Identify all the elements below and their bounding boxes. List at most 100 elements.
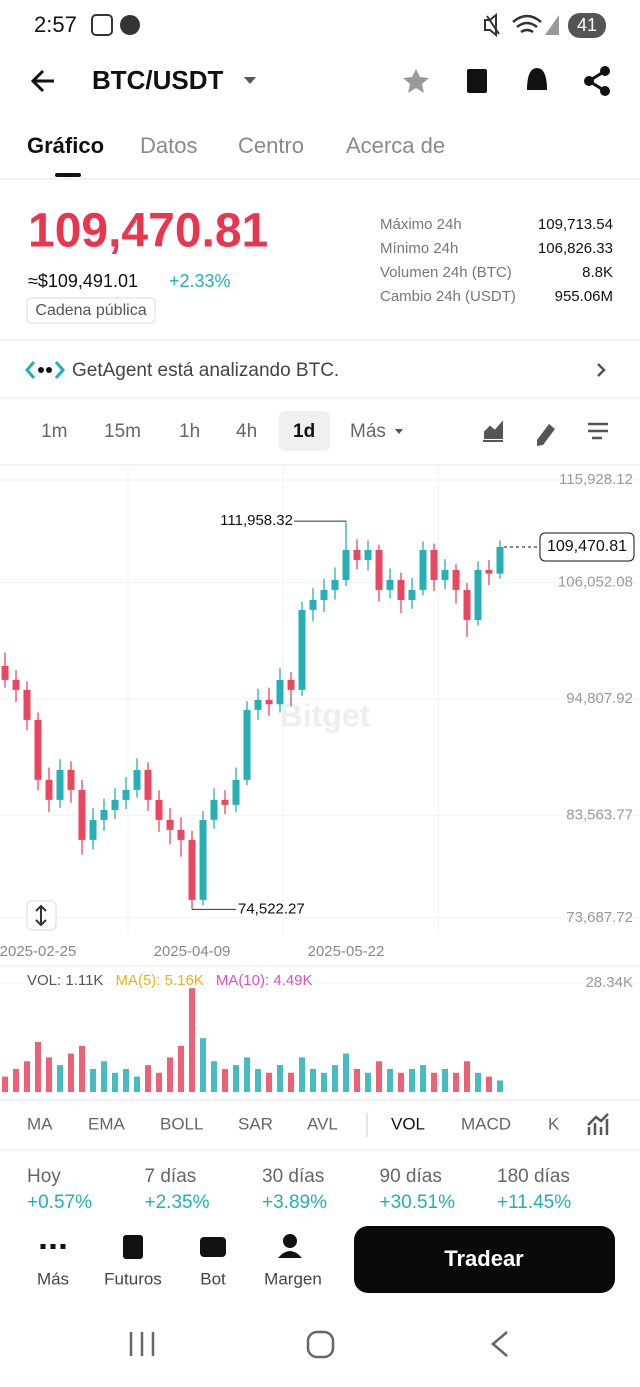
candle-body: [133, 769, 141, 790]
back-button[interactable]: [30, 69, 54, 93]
nav-label[interactable]: Más: [37, 1269, 69, 1288]
nav-label[interactable]: Bot: [200, 1269, 226, 1288]
volume-bar: [332, 1065, 338, 1092]
watermark: Bitget: [280, 697, 371, 733]
indicator-fade: [570, 1102, 640, 1148]
indicator[interactable]: SAR: [238, 1114, 273, 1133]
interval[interactable]: Más: [350, 421, 386, 442]
y-tick-label: 73,687.72: [566, 909, 633, 926]
tab[interactable]: Centro: [238, 133, 304, 158]
period-change: +3.89%: [262, 1192, 327, 1213]
indicator-settings[interactable]: [587, 1113, 609, 1135]
wifi-icon: [512, 14, 542, 34]
volume-tick-label: 28.34K: [585, 974, 633, 991]
y-tick-label: 94,807.92: [566, 690, 633, 707]
battery-level: 41: [577, 15, 597, 35]
candle-body: [419, 549, 427, 590]
pair-title[interactable]: BTC/USDT: [92, 65, 224, 95]
candle-body: [331, 579, 339, 590]
candle-body: [364, 549, 372, 560]
volume-bar: [376, 1061, 382, 1092]
stat-value: 955.06M: [555, 288, 613, 305]
candle-body: [353, 549, 361, 560]
interval[interactable]: 4h: [236, 421, 257, 442]
candle-chart: Bitget 115,928.12 106,052.08 94,807.92 83,56…: [0, 466, 640, 960]
indicator[interactable]: MA: [27, 1114, 53, 1133]
indicator[interactable]: MACD: [461, 1114, 511, 1133]
stat-value: 8.8K: [582, 264, 613, 281]
volume-bar: [145, 1065, 151, 1092]
volume-bar: [464, 1061, 470, 1092]
notes-button[interactable]: [467, 69, 487, 93]
draw-button[interactable]: [537, 424, 555, 446]
interval[interactable]: 15m: [104, 421, 141, 442]
system-back-button[interactable]: [491, 1331, 508, 1357]
volume-bar: [189, 988, 195, 1092]
volume-bar: [354, 1068, 360, 1092]
candle-body: [474, 569, 482, 620]
candle-body: [485, 569, 493, 574]
indicator[interactable]: AVL: [307, 1114, 338, 1133]
candle-body: [243, 709, 251, 780]
recents-button[interactable]: [129, 1332, 155, 1356]
volume-bar: [387, 1068, 393, 1092]
home-button[interactable]: [306, 1330, 335, 1359]
agent-banner[interactable]: GetAgent está analizando BTC.: [25, 360, 606, 381]
interval[interactable]: 1h: [179, 421, 200, 442]
indicator[interactable]: VOL: [391, 1114, 425, 1133]
nav-icon: [60, 1244, 66, 1249]
candle-body: [34, 719, 42, 780]
volume-bar: [321, 1072, 327, 1092]
stat-value: 106,826.33: [538, 240, 613, 257]
volume-bar: [90, 1068, 96, 1092]
favorite-button[interactable]: [403, 69, 429, 93]
candle-body: [287, 679, 295, 690]
indicator[interactable]: EMA: [88, 1114, 126, 1133]
indicator[interactable]: BOLL: [160, 1114, 203, 1133]
interval-selected-bg: [279, 411, 330, 451]
volume-bar: [475, 1072, 481, 1092]
volume-bar: [167, 1057, 173, 1092]
usd-price: ≈$109,491.01: [28, 271, 138, 291]
stat-label: Máximo 24h: [380, 216, 462, 233]
mute-icon: [484, 12, 500, 38]
candle-body: [100, 809, 108, 820]
nav-label[interactable]: Margen: [264, 1269, 322, 1288]
tab[interactable]: Gráfico: [27, 133, 104, 158]
indicators: MA EMA BOLL SAR AVL VOL MACD K: [27, 1114, 560, 1133]
volume-bar: [79, 1045, 85, 1092]
candle-body: [199, 819, 207, 900]
pair-dropdown[interactable]: [244, 77, 256, 84]
candle-body: [188, 839, 196, 900]
nav-label[interactable]: Futuros: [104, 1269, 162, 1288]
candle-body: [386, 579, 394, 590]
share-button[interactable]: [584, 66, 610, 96]
candle-body: [221, 799, 229, 805]
candle-body: [56, 769, 64, 800]
nav-icon: [278, 1251, 302, 1258]
alert-button[interactable]: [527, 68, 547, 93]
candle-body: [122, 789, 130, 800]
volume-bar: [398, 1072, 404, 1092]
nav-icon: [40, 1244, 46, 1249]
volume-bar: [57, 1065, 63, 1092]
candle-body: [397, 579, 405, 600]
y-tick-label: 83,563.77: [566, 807, 633, 824]
interval[interactable]: 1m: [41, 421, 67, 442]
candle-body: [166, 819, 174, 830]
chart-type-button[interactable]: [483, 420, 503, 442]
tab[interactable]: Acerca de: [346, 133, 445, 158]
stat-label: Volumen 24h (BTC): [380, 264, 512, 281]
tag-box: [26, 297, 156, 324]
nav-icon: [283, 1234, 297, 1248]
candle-body: [463, 589, 471, 620]
trade-button[interactable]: [354, 1226, 615, 1293]
volume-bar: [266, 1072, 272, 1092]
interval[interactable]: 1d: [293, 421, 315, 442]
tab[interactable]: Datos: [140, 133, 197, 158]
volume-legend: MA(5): 5.16K: [115, 972, 203, 989]
indicator[interactable]: K: [548, 1114, 560, 1133]
settings-button[interactable]: [588, 422, 608, 440]
